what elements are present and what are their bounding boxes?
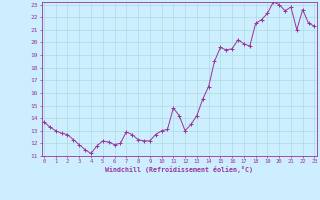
X-axis label: Windchill (Refroidissement éolien,°C): Windchill (Refroidissement éolien,°C) — [105, 166, 253, 173]
